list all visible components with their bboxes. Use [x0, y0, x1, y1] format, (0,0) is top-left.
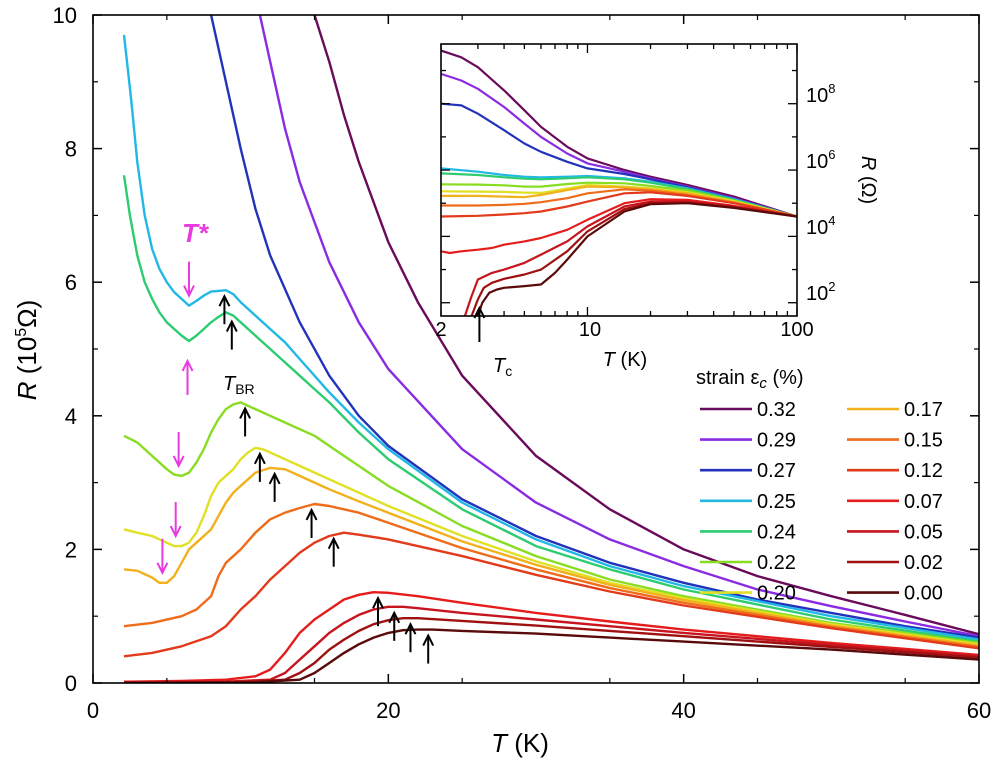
- legend-label: 0.17: [904, 399, 943, 421]
- inset-series-group: [441, 49, 797, 316]
- main-y-tick-label: 0: [65, 671, 77, 696]
- main-series-line-0.32: [313, 15, 979, 636]
- inset-series-line-0.00: [476, 202, 797, 316]
- legend-label: 0.02: [904, 552, 943, 574]
- legend-label: 0.27: [757, 460, 796, 482]
- inset-x-tick-2: 2: [435, 319, 446, 341]
- black-arrow-head: [268, 471, 281, 485]
- t-br-label: TBR: [223, 373, 255, 397]
- inset-y-tick-1e8: 108: [806, 81, 835, 107]
- inset-plot-frame: [440, 43, 798, 317]
- legend-label: 0.29: [757, 430, 796, 452]
- inset-series-line-0.32: [441, 49, 797, 218]
- main-series-line-0.07: [123, 591, 979, 683]
- inset-series-line-0.22: [441, 181, 797, 218]
- main-axis-ticks: 0 20 40 60 0 2 4 6 8 10: [53, 3, 992, 723]
- magenta-down-arrow-head: [183, 285, 195, 298]
- main-x-tick-label: 40: [671, 698, 695, 723]
- inset-series-line-0.17: [441, 185, 797, 218]
- inset-series-line-0.07: [441, 198, 797, 255]
- main-series-line-0.17: [123, 466, 979, 647]
- magenta-up-arrow-head: [181, 358, 194, 372]
- main-series-line-0.15: [123, 502, 979, 649]
- magenta-down-arrow-head: [169, 525, 182, 539]
- main-y-tick-label: 4: [65, 404, 77, 429]
- main-series-line-0.24: [122, 175, 979, 643]
- black-arrow-head: [372, 595, 384, 609]
- main-series-group: [122, 15, 979, 683]
- black-arrow-head: [422, 633, 435, 647]
- t-star-label: T*: [182, 218, 210, 248]
- inset-y-tick-1e2: 102: [806, 279, 835, 305]
- main-series-line-0.05: [123, 605, 979, 683]
- main-x-tick-label: 0: [87, 698, 99, 723]
- tc-arrow-head: [473, 305, 486, 319]
- main-x-tick-label: 60: [967, 698, 991, 723]
- black-arrow-head: [239, 406, 251, 419]
- black-arrow-head: [404, 621, 417, 635]
- main-series-line-0.27: [209, 15, 979, 639]
- main-x-tick-label: 20: [376, 698, 400, 723]
- inset-x-tick-10: 10: [579, 319, 601, 341]
- main-y-tick-label: 10: [53, 3, 77, 28]
- magenta-down-arrow-head: [156, 562, 169, 576]
- main-series-line-0.02: [123, 617, 979, 683]
- legend-label: 0.15: [904, 430, 943, 452]
- main-series-line-0.25: [122, 34, 979, 641]
- inset-y-axis-label: R (Ω): [857, 156, 879, 204]
- legend-label: 0.00: [904, 583, 943, 605]
- legend-label: 0.05: [904, 521, 943, 543]
- legend-label: 0.12: [904, 460, 943, 482]
- magenta-down-arrow-head: [172, 455, 185, 469]
- black-arrow-head: [305, 507, 318, 521]
- main-series-line-0.12: [123, 531, 979, 658]
- annotation-group: [156, 261, 435, 664]
- legend-label: 0.07: [904, 491, 943, 513]
- black-arrow-head: [327, 536, 340, 550]
- legend-label: 0.20: [757, 583, 796, 605]
- inset-x-tick-100: 100: [780, 319, 813, 341]
- main-series-line-0.22: [123, 401, 979, 645]
- legend-label: 0.32: [757, 399, 796, 421]
- black-arrow-head: [218, 293, 231, 307]
- main-y-axis-label: R (105Ω): [12, 300, 42, 401]
- main-series-line-0.00: [123, 628, 979, 683]
- legend-label: 0.22: [757, 552, 796, 574]
- legend-label: 0.25: [757, 491, 796, 513]
- main-x-axis-label: T (K): [491, 728, 549, 758]
- main-y-tick-label: 2: [65, 537, 77, 562]
- inset-series-line-0.12: [441, 191, 797, 218]
- tc-label: Tc: [493, 355, 512, 379]
- main-series-line-0.20: [123, 446, 979, 646]
- black-arrow-head: [388, 610, 401, 624]
- black-arrow-head: [225, 319, 238, 333]
- inset-y-tick-1e4: 104: [806, 213, 835, 239]
- main-y-tick-label: 6: [65, 270, 77, 295]
- main-series-line-0.29: [258, 15, 979, 638]
- legend: 0.32 0.29 0.27 0.25 0.24 0.22 0.20 0.17 0.15 0.12…: [700, 399, 943, 605]
- black-arrow-head: [253, 451, 266, 465]
- legend-title: strain εc (%): [696, 367, 804, 392]
- legend-label: 0.24: [757, 521, 796, 543]
- inset-series-line-0.24: [441, 172, 797, 218]
- inset-y-tick-1e6: 106: [806, 147, 835, 173]
- inset-x-axis-label: T (K): [603, 349, 647, 371]
- main-y-tick-label: 8: [65, 137, 77, 162]
- inset-axis-ticks: [440, 44, 798, 342]
